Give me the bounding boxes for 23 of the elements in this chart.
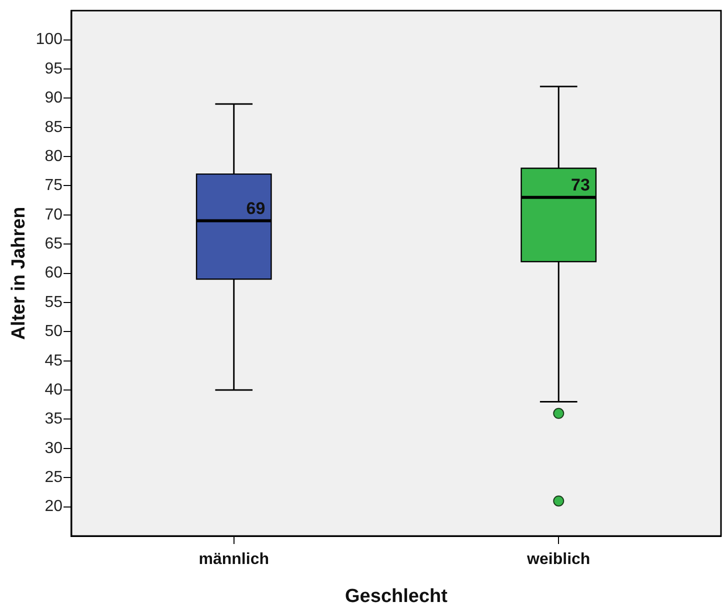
y-tick-label: 95 — [44, 60, 63, 78]
y-axis-title: Alter in Jahren — [8, 206, 30, 340]
y-tick-label: 80 — [44, 148, 63, 165]
y-tick-label: 35 — [44, 410, 63, 428]
annotation: 69 — [246, 198, 266, 218]
y-tick-label: 50 — [44, 323, 63, 340]
y-tick-label: 70 — [44, 206, 63, 224]
y-tick-label: 55 — [44, 294, 63, 311]
annotation: 73 — [571, 176, 590, 195]
y-tick-label: 90 — [44, 90, 63, 107]
x-axis-title: Geschlecht — [345, 586, 448, 607]
y-tick-label: 65 — [44, 236, 63, 253]
y-tick-label: 20 — [44, 498, 63, 516]
y-tick-label: 30 — [44, 440, 63, 457]
y-tick-label: 60 — [44, 264, 63, 282]
y-tick-label: 40 — [44, 381, 63, 398]
y-tick-label: 75 — [44, 177, 63, 194]
y-tick-label: 25 — [44, 469, 63, 486]
y-tick-label: 85 — [44, 118, 63, 136]
x-tick-label: männlich — [198, 551, 269, 568]
y-tick-label: 100 — [36, 31, 63, 48]
y-tick-label: 45 — [44, 352, 63, 370]
x-tick-label: weiblich — [526, 551, 590, 568]
